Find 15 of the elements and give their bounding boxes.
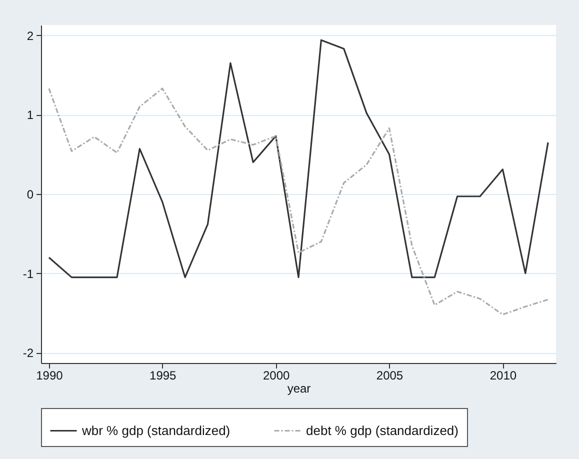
x-tick-label: 2000 bbox=[262, 368, 290, 382]
x-axis-title: year bbox=[287, 382, 311, 396]
y-tick-label: 2 bbox=[26, 28, 34, 43]
y-tick-label: -1 bbox=[22, 266, 34, 281]
y-tick-label: 1 bbox=[26, 108, 34, 122]
legend-label: debt % gdp (standardized) bbox=[306, 422, 458, 438]
x-tick-label: 1990 bbox=[36, 368, 64, 382]
y-tick-label: 0 bbox=[26, 188, 34, 202]
x-tick-label: 2010 bbox=[490, 368, 517, 382]
legend-label: wbr % gdp (standardized) bbox=[81, 422, 230, 438]
x-tick-label: 2005 bbox=[376, 368, 404, 382]
x-tick-label: 1995 bbox=[150, 368, 177, 382]
y-tick-label: -2 bbox=[22, 346, 34, 360]
line-series bbox=[48, 88, 549, 316]
line-series bbox=[48, 39, 549, 278]
